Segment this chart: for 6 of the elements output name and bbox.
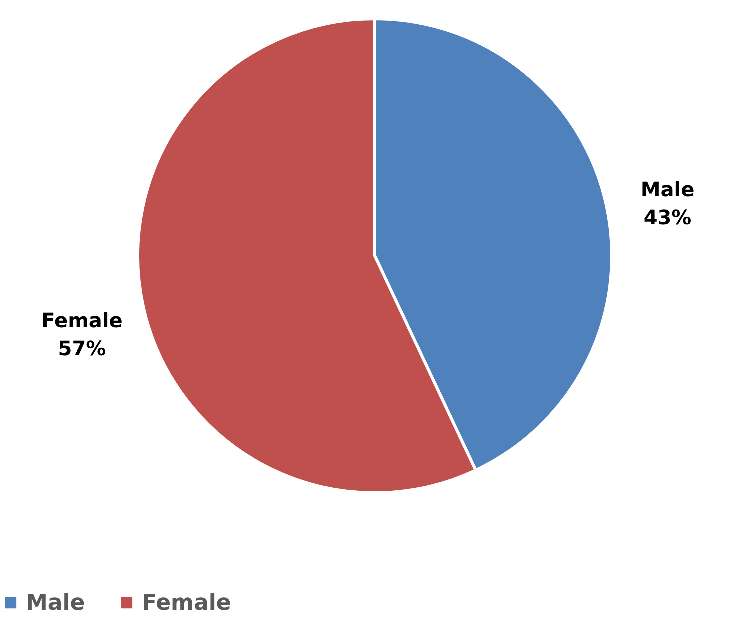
slice-label: Female (42, 308, 123, 332)
data-label: 57% (58, 336, 106, 360)
slice-label: Male (640, 178, 695, 202)
legend-label: Male (26, 591, 86, 616)
data-label: 43% (644, 206, 692, 230)
legend-label: Female (142, 591, 232, 616)
